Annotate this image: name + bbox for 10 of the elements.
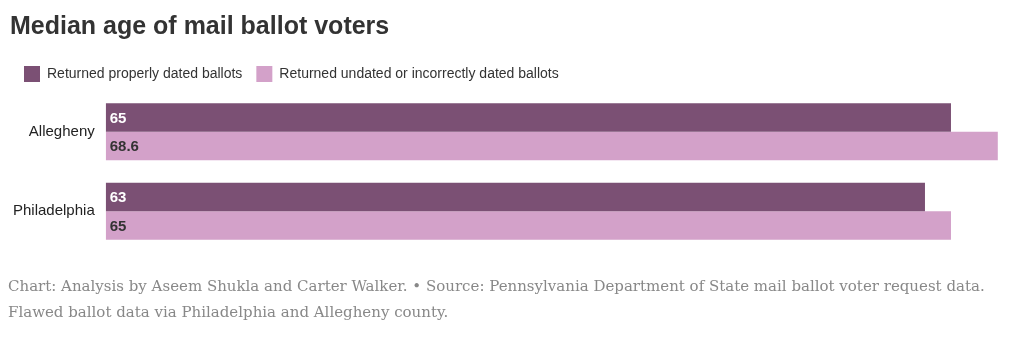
- data-label: 65: [109, 108, 127, 126]
- chart-title: Median age of mail ballot voters: [10, 10, 390, 39]
- data-label: 63: [109, 188, 127, 206]
- legend-label: Returned undated or incorrectly dated ballots: [279, 64, 559, 81]
- legend-label: Returned properly dated ballots: [47, 64, 243, 81]
- data-label: 65: [109, 216, 127, 234]
- y-tick-label: Allegheny: [28, 121, 96, 139]
- y-tick-label: Philadelphia: [13, 201, 96, 219]
- data-label: 68.6: [109, 137, 139, 155]
- text: Chart: Analysis by Aseem Shukla and Carter Walker. • Source: Pennsylvania Department of State mail ballot voter request data. Flawed ballot data via Philadelphia and Allegheny county.: [8, 276, 986, 323]
